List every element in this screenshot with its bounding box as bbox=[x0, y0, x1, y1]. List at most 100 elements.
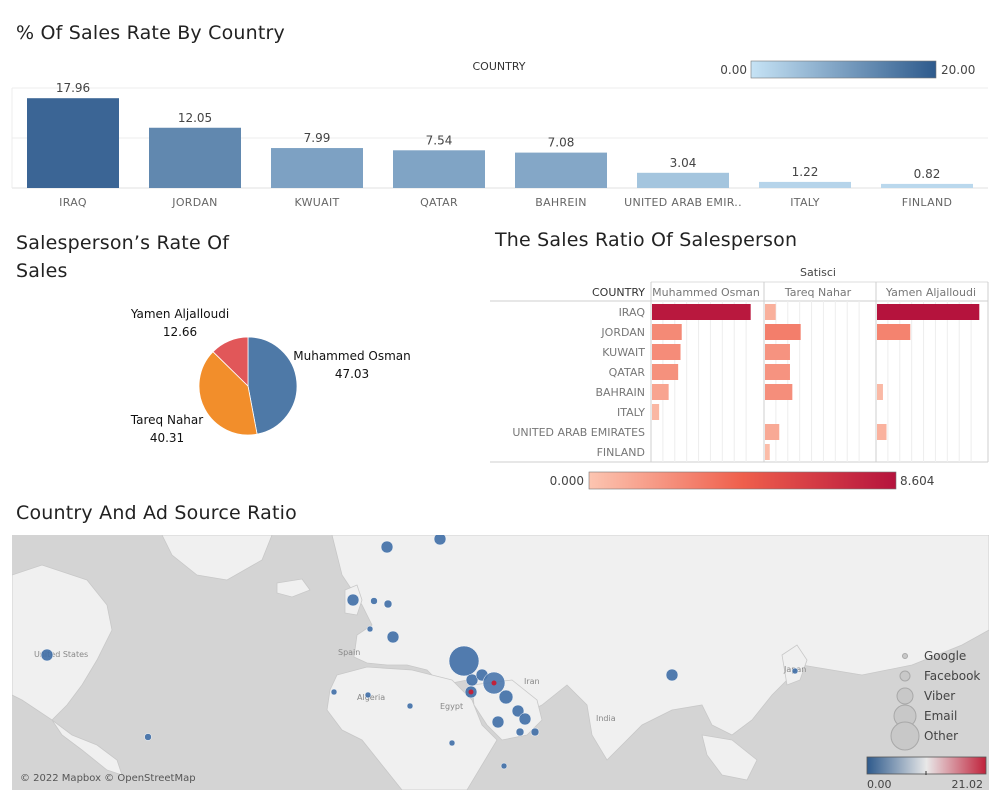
country-sales-title: % Of Sales Rate By Country bbox=[16, 22, 285, 44]
country-axis-label: ITALY bbox=[790, 196, 820, 209]
size-legend-circle bbox=[902, 653, 908, 659]
ratio-bar[interactable] bbox=[765, 424, 780, 440]
pie-label-yamen-value: 12.66 bbox=[163, 325, 197, 339]
size-legend-label: Other bbox=[924, 729, 958, 743]
country-bar[interactable] bbox=[881, 183, 973, 188]
ratio-col-header-tareq: Tareq Nahar bbox=[784, 286, 852, 299]
ratio-bar[interactable] bbox=[765, 344, 790, 360]
country-bar[interactable] bbox=[393, 150, 485, 188]
ratio-bar[interactable] bbox=[652, 404, 660, 420]
ratio-bar[interactable] bbox=[652, 384, 669, 400]
map-label-egypt: Egypt bbox=[440, 702, 463, 711]
ratio-bar[interactable] bbox=[877, 384, 883, 400]
pie-label-tareq-value: 40.31 bbox=[150, 431, 184, 445]
country-color-legend-bar bbox=[750, 60, 937, 79]
ratio-legend-max: 8.604 bbox=[900, 474, 934, 488]
ratio-bar[interactable] bbox=[877, 424, 887, 440]
country-bar-value-label: 0.82 bbox=[914, 167, 941, 181]
sales-ratio-title: The Sales Ratio Of Salesperson bbox=[495, 229, 798, 251]
country-axis-label: BAHREIN bbox=[535, 196, 587, 209]
ad-source-map[interactable]: United States Spain Algeria Egypt Iran I… bbox=[12, 535, 989, 790]
ratio-bar[interactable] bbox=[652, 304, 751, 320]
map-bubble-highlight[interactable] bbox=[468, 689, 474, 695]
ratio-row-label: IRAQ bbox=[619, 306, 646, 319]
map-bubble[interactable] bbox=[386, 630, 400, 644]
country-axis-label: KWUAIT bbox=[294, 196, 339, 209]
map-bubble[interactable] bbox=[448, 739, 456, 747]
map-landmasses bbox=[12, 535, 989, 790]
country-bar[interactable] bbox=[149, 127, 241, 188]
land-japan bbox=[781, 644, 808, 686]
pie-label-yamen-name: Yamen Aljalloudi bbox=[130, 307, 229, 321]
country-bar-value-label: 3.04 bbox=[670, 156, 697, 170]
map-bubbles-group bbox=[40, 535, 799, 770]
map-bubble[interactable] bbox=[144, 733, 152, 741]
pie-slice[interactable] bbox=[198, 351, 258, 436]
map-bubble[interactable] bbox=[330, 688, 338, 696]
map-bubble[interactable] bbox=[791, 667, 799, 675]
map-attribution[interactable]: © 2022 Mapbox © OpenStreetMap bbox=[20, 773, 196, 784]
ratio-bar[interactable] bbox=[877, 304, 980, 320]
ratio-row-label: ITALY bbox=[617, 406, 645, 419]
country-bar-value-label: 12.05 bbox=[178, 111, 212, 125]
size-legend-circle bbox=[899, 670, 911, 682]
land-north-america bbox=[12, 564, 113, 721]
ratio-bar[interactable] bbox=[765, 304, 776, 320]
map-bubble-highlight[interactable] bbox=[491, 680, 497, 686]
ratio-bar[interactable] bbox=[765, 444, 770, 460]
ratio-color-legend-bar bbox=[588, 471, 897, 490]
country-bar-value-label: 7.08 bbox=[548, 136, 575, 150]
pie-slice[interactable] bbox=[247, 336, 298, 435]
ratio-row-label: QATAR bbox=[609, 366, 646, 379]
country-bar-value-label: 7.54 bbox=[426, 133, 453, 147]
country-bar[interactable] bbox=[271, 148, 363, 188]
country-bar[interactable] bbox=[637, 172, 729, 188]
map-bubble[interactable] bbox=[448, 645, 480, 677]
map-bubble[interactable] bbox=[498, 689, 514, 705]
map-bubble[interactable] bbox=[380, 540, 394, 554]
ratio-bar[interactable] bbox=[652, 324, 682, 340]
ratio-bar[interactable] bbox=[877, 324, 911, 340]
country-bar[interactable] bbox=[515, 152, 607, 188]
map-bubble[interactable] bbox=[346, 593, 360, 607]
map-size-legend: Google Facebook Viber Email Other bbox=[890, 649, 980, 751]
map-bubble[interactable] bbox=[364, 691, 372, 699]
pie-label-tareq-name: Tareq Nahar bbox=[130, 413, 203, 427]
salesperson-pie-chart: Yamen Aljalloudi 12.66 Muhammed Osman 47… bbox=[130, 307, 411, 445]
sales-ratio-chart: Satisci COUNTRY Muhammed Osman Tareq Nah… bbox=[490, 266, 989, 490]
map-bubble[interactable] bbox=[433, 535, 447, 546]
map-bubble[interactable] bbox=[406, 702, 414, 710]
pie-label-osman-value: 47.03 bbox=[335, 367, 369, 381]
map-bubble[interactable] bbox=[491, 715, 505, 729]
ratio-bar[interactable] bbox=[652, 364, 679, 380]
map-bubble[interactable] bbox=[530, 727, 540, 737]
map-bubble[interactable] bbox=[500, 762, 508, 770]
country-sales-chart: COUNTRY 0.00 20.00 17.96 IRAQ 12.05 JORDAN 7… bbox=[11, 60, 988, 209]
pie-slice[interactable] bbox=[212, 336, 249, 387]
map-label-algeria: Algeria bbox=[357, 693, 385, 702]
size-legend-circle bbox=[890, 721, 920, 751]
map-bubble[interactable] bbox=[370, 597, 378, 605]
ratio-row-label: JORDAN bbox=[600, 326, 645, 339]
size-legend-label: Facebook bbox=[924, 669, 980, 683]
map-bubble[interactable] bbox=[515, 727, 525, 737]
country-bar[interactable] bbox=[27, 98, 119, 188]
ratio-legend-min: 0.000 bbox=[550, 474, 584, 488]
map-bubble[interactable] bbox=[40, 648, 54, 662]
map-bubble[interactable] bbox=[366, 625, 374, 633]
map-bubble[interactable] bbox=[665, 668, 679, 682]
map-bubble[interactable] bbox=[511, 704, 525, 718]
map-bubble[interactable] bbox=[518, 712, 532, 726]
map-label-united-states: United States bbox=[34, 650, 88, 659]
country-bar[interactable] bbox=[759, 181, 851, 188]
ratio-bar[interactable] bbox=[765, 384, 793, 400]
map-bubble[interactable] bbox=[383, 599, 393, 609]
ratio-bar[interactable] bbox=[765, 324, 801, 340]
land-iceland bbox=[276, 578, 311, 598]
land-central-america bbox=[51, 719, 123, 776]
ratio-rows-group: IRAQ JORDAN KUWAIT QATAR BAHRAIN ITALY UNITED … bbox=[512, 304, 980, 460]
ratio-bar[interactable] bbox=[765, 364, 790, 380]
pie-slices-group bbox=[198, 336, 298, 436]
ratio-row-label: BAHRAIN bbox=[595, 386, 645, 399]
ratio-bar[interactable] bbox=[652, 344, 681, 360]
